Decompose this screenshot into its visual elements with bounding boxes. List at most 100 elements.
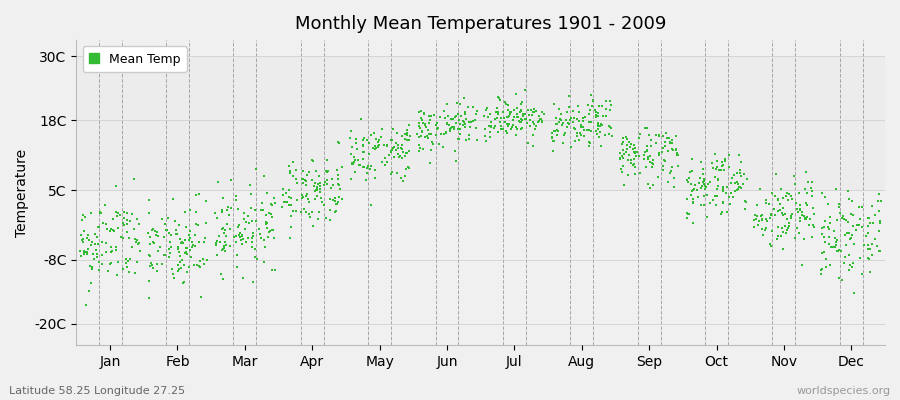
Point [400,130,414,136]
Point [804,184,818,191]
Point [576,133,590,139]
Point [797,236,812,242]
Point [618,148,633,155]
Point [667,175,681,181]
Point [393,145,408,151]
Point [776,246,790,252]
Point [510,114,525,120]
Point [769,193,783,200]
Point [722,152,736,158]
Point [508,123,523,130]
Point [716,199,730,206]
Point [622,152,636,158]
Point [319,168,333,174]
Point [295,176,310,182]
Point [163,238,177,245]
Point [246,232,260,239]
Point [248,254,262,260]
Point [868,212,882,218]
Y-axis label: Temperature: Temperature [15,149,29,237]
Point [523,116,537,123]
Point [581,111,596,117]
Point [99,248,113,255]
Point [440,120,454,127]
Point [330,200,345,207]
Point [95,252,110,258]
Point [267,235,282,242]
Point [490,115,504,122]
Point [122,269,137,275]
Point [574,132,589,138]
Point [85,266,99,272]
Point [164,232,178,238]
Point [790,225,805,232]
Point [398,153,412,160]
Point [697,178,711,184]
Point [594,121,608,128]
Point [235,232,249,238]
Point [313,195,328,201]
Point [173,235,187,242]
Point [378,154,392,161]
Point [382,152,397,158]
Point [462,119,476,126]
Point [131,240,146,246]
Point [354,116,368,122]
Point [636,156,651,162]
Point [298,177,312,184]
Point [554,116,568,123]
Point [701,180,716,187]
Point [248,207,263,213]
Point [236,235,250,242]
Point [311,173,326,180]
Point [453,121,467,127]
Point [256,207,270,213]
Point [663,140,678,146]
Point [793,206,807,212]
Point [824,244,838,250]
Point [166,270,181,277]
Point [400,132,414,138]
Point [694,158,708,165]
Point [861,215,876,222]
Point [818,218,832,224]
Point [395,155,410,161]
Point [823,262,837,268]
Point [626,161,641,167]
Point [193,263,207,270]
Point [468,117,482,124]
Point [81,232,95,238]
Point [391,142,405,148]
Point [229,238,243,245]
Point [565,119,580,125]
Point [559,117,573,123]
Point [149,267,164,274]
Point [82,287,96,294]
Point [770,208,785,214]
Point [868,236,883,242]
Point [759,196,773,203]
Point [665,164,680,170]
Point [299,182,313,188]
Point [112,259,126,265]
Point [414,129,428,136]
Point [624,141,638,147]
Point [750,213,764,219]
Point [78,214,93,220]
Point [245,244,259,250]
Point [180,251,194,258]
Point [734,167,748,173]
Point [861,255,876,261]
Point [727,172,742,179]
Point [356,137,370,143]
Point [518,116,532,122]
Point [865,240,879,247]
Point [199,220,213,226]
Point [781,197,796,203]
Point [491,108,506,115]
Point [797,186,812,192]
Point [123,218,138,225]
Point [817,224,832,230]
Point [491,129,506,136]
Point [76,236,90,242]
